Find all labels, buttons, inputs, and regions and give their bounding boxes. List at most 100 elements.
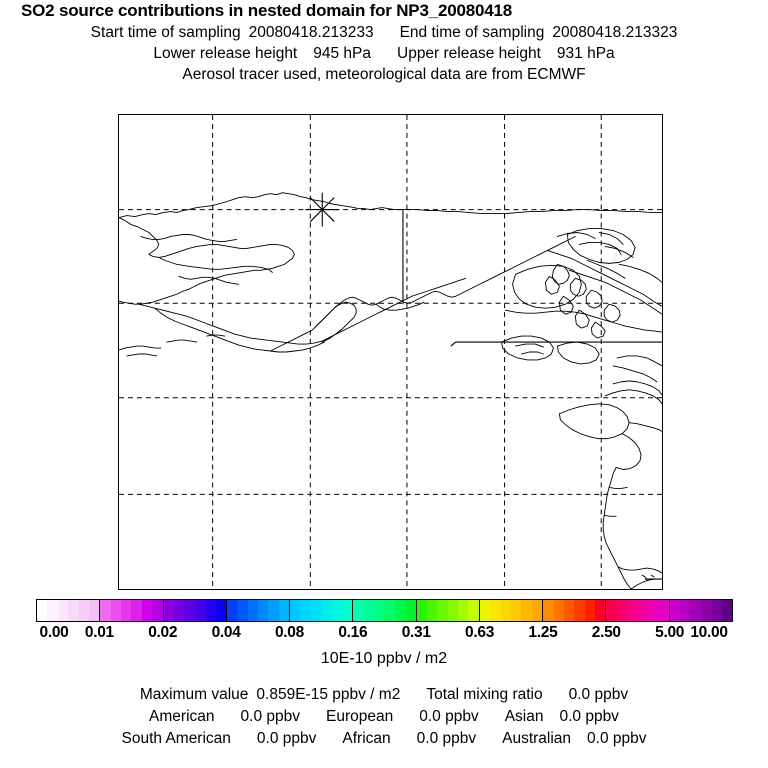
- stat-row-regions-1: American 0.0 ppbv European 0.0 ppbv Asia…: [0, 706, 768, 728]
- page-title: SO2 source contributions in nested domai…: [21, 1, 512, 20]
- colorbar-step: [437, 600, 448, 621]
- colorbar-segment: [163, 600, 227, 621]
- colorbar-step: [458, 600, 469, 621]
- colorbar-segment: [353, 600, 417, 621]
- colorbar-segment: [479, 600, 544, 621]
- colorbar-tick-label: 0.08: [274, 624, 304, 641]
- colorbar-step: [447, 600, 459, 621]
- colorbar-step: [257, 600, 269, 621]
- colorbar-tick-label: 0.16: [338, 624, 368, 641]
- colorbar-step: [47, 600, 58, 621]
- colorbar-step: [595, 600, 606, 621]
- colorbar-step: [563, 600, 575, 621]
- colorbar-step: [226, 600, 238, 621]
- colorbar-segment: [416, 600, 480, 621]
- region-asian: Asian 0.0 ppbv: [505, 706, 619, 728]
- max-value-label: Maximum value: [139, 686, 249, 703]
- colorbar-step: [68, 600, 79, 621]
- region-australian: Australian 0.0 ppbv: [502, 728, 646, 750]
- colorbar-step: [121, 600, 132, 621]
- colorbar-step: [647, 600, 659, 621]
- colorbar-axis-label: 10E-10 ppbv / m2: [320, 650, 448, 667]
- region-label: American: [149, 708, 215, 725]
- max-value-cell: Maximum value 0.859E-15 ppbv / m2: [140, 684, 400, 706]
- colorbar-step: [184, 600, 195, 621]
- colorbar-step: [627, 600, 638, 621]
- colorbar-step: [247, 600, 258, 621]
- colorbar-tick-label: 0.04: [211, 624, 241, 641]
- region-value: 0.0 ppbv: [240, 708, 300, 725]
- colorbar-step: [574, 600, 585, 621]
- tracer-method-text: Aerosol tracer used, meteorological data…: [182, 66, 586, 83]
- colorbar-step: [711, 600, 722, 621]
- colorbar-step: [468, 600, 479, 621]
- upper-release-height-label: Upper release height: [397, 45, 541, 62]
- colorbar-step: [278, 600, 290, 621]
- colorbar-tick-labels: 0.00 0.01 0.02 0.04 0.08 0.16 0.31 0.63 1.25 2.50…: [0, 624, 768, 644]
- header-block: SO2 source contributions in nested domai…: [0, 0, 768, 85]
- colorbar-step: [394, 600, 406, 621]
- colorbar-step: [616, 600, 628, 621]
- total-mixing-ratio-value: 0.0 ppbv: [568, 686, 629, 703]
- colorbar-step: [584, 600, 595, 621]
- colorbar-step: [490, 600, 501, 621]
- total-mixing-ratio-label: Total mixing ratio: [426, 686, 543, 703]
- colorbar-step: [205, 600, 216, 621]
- map-plot-area[interactable]: [118, 114, 663, 590]
- colorbar-step: [88, 600, 100, 621]
- colorbar-step: [331, 600, 342, 621]
- region-value: 0.0 ppbv: [419, 708, 479, 725]
- colorbar-step: [152, 600, 163, 621]
- colorbar[interactable]: [36, 599, 733, 622]
- colorbar-segment: [606, 600, 670, 621]
- colorbar-tick-label: 1.25: [528, 624, 558, 641]
- colorbar-step: [680, 600, 691, 621]
- colorbar-step: [268, 600, 279, 621]
- colorbar-step: [100, 600, 111, 621]
- method-row: Aerosol tracer used, meteorological data…: [0, 64, 768, 85]
- colorbar-segment: [669, 600, 732, 621]
- colorbar-segment: [543, 600, 607, 621]
- colorbar-step: [553, 600, 564, 621]
- colorbar-step: [606, 600, 617, 621]
- colorbar-tick-label: 0.31: [401, 624, 431, 641]
- region-value: 0.0 ppbv: [559, 708, 619, 725]
- region-label: European: [325, 708, 394, 725]
- colorbar-gradient: [36, 599, 733, 622]
- colorbar-step: [341, 600, 353, 621]
- colorbar-step: [700, 600, 712, 621]
- colorbar-step: [384, 600, 395, 621]
- colorbar-tick-label: 0.01: [84, 624, 114, 641]
- colorbar-tick-label: 10.00: [690, 624, 728, 641]
- colorbar-step: [300, 600, 311, 621]
- region-south-american: South American 0.0 ppbv: [121, 728, 316, 750]
- region-label: South American: [121, 730, 231, 747]
- colorbar-step: [194, 600, 206, 621]
- sampling-time-row: Start time of sampling 20080418.213233 E…: [0, 22, 768, 43]
- release-height-row: Lower release height 945 hPa Upper relea…: [0, 43, 768, 64]
- map-political-borders: [402, 209, 662, 580]
- region-label: Australian: [502, 730, 572, 747]
- colorbar-step: [237, 600, 248, 621]
- colorbar-step: [658, 600, 669, 621]
- colorbar-step: [374, 600, 385, 621]
- colorbar-tick-label: 0.00: [39, 624, 69, 641]
- start-time-value: 20080418.213233: [248, 24, 374, 41]
- colorbar-step: [110, 600, 122, 621]
- coastline-alaska-peninsula: [119, 277, 467, 357]
- colorbar-step: [215, 600, 226, 621]
- colorbar-step: [521, 600, 532, 621]
- colorbar-segment: [100, 600, 164, 621]
- coastline-alaska-west: [119, 217, 295, 305]
- map-gridlines: [119, 115, 662, 589]
- end-time-value: 20080418.213323: [552, 24, 678, 41]
- region-label: Asian: [504, 708, 544, 725]
- coastline-alaska-north: [119, 192, 662, 219]
- colorbar-step: [173, 600, 185, 621]
- region-african: African 0.0 ppbv: [342, 728, 476, 750]
- statistics-block: Maximum value 0.859E-15 ppbv / m2 Total …: [0, 684, 768, 750]
- colorbar-step: [353, 600, 364, 621]
- colorbar-step: [321, 600, 332, 621]
- region-american: American 0.0 ppbv: [149, 706, 300, 728]
- colorbar-step: [669, 600, 681, 621]
